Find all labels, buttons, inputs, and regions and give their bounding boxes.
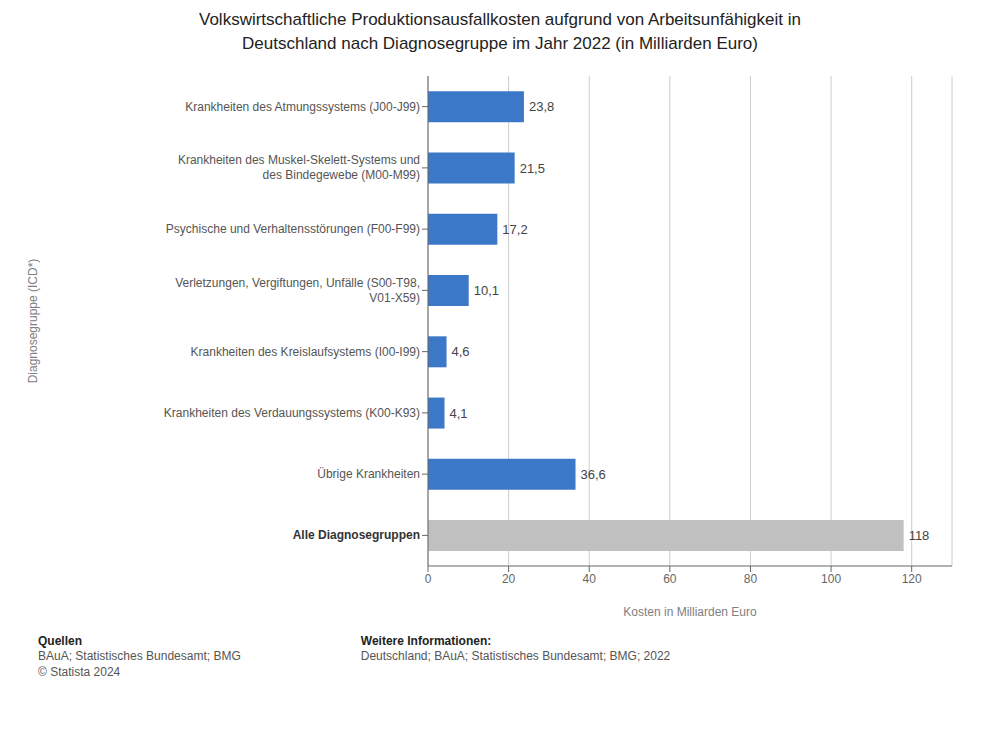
svg-text:23,8: 23,8 xyxy=(529,99,554,114)
svg-text:4,6: 4,6 xyxy=(452,344,470,359)
svg-text:4,1: 4,1 xyxy=(450,405,468,420)
html-text:Deutschland nach Diagnosegrupp: Deutschland nach Diagnosegruppe im Jahr … xyxy=(242,33,758,53)
svg-text:36,6: 36,6 xyxy=(581,467,606,482)
svg-text:17,2: 17,2 xyxy=(502,222,527,237)
svg-text:Übrige Krankheiten: Übrige Krankheiten xyxy=(317,467,420,481)
html-text:Deutschland; BAuA; Statistisch: Deutschland; BAuA; Statistisches Bundesa… xyxy=(360,648,671,663)
html-text:Weitere Informationen:: Weitere Informationen: xyxy=(360,633,492,648)
svg-text:21,5: 21,5 xyxy=(520,160,545,175)
svg-text:0: 0 xyxy=(425,571,432,585)
svg-text:80: 80 xyxy=(744,571,758,585)
svg-text:Krankheiten des Kreislaufsyste: Krankheiten des Kreislaufsystems (I00-I9… xyxy=(191,344,420,358)
svg-text:10,1: 10,1 xyxy=(474,283,499,298)
svg-text:118: 118 xyxy=(909,528,930,543)
svg-text:120: 120 xyxy=(902,571,922,585)
svg-text:Krankheiten des Muskel-Skelett: Krankheiten des Muskel-Skelett-Systems u… xyxy=(178,153,420,182)
svg-text:Kosten in Milliarden Euro: Kosten in Milliarden Euro xyxy=(623,605,757,619)
svg-text:Krankheiten des Atmungssystems: Krankheiten des Atmungssystems (J00-J99) xyxy=(185,99,420,113)
html-text:BAuA; Statistisches Bundesamt;: BAuA; Statistisches Bundesamt; BMG © Sta… xyxy=(38,648,241,680)
html-text:Volkswirtschaftliche Produktio: Volkswirtschaftliche Produktionsausfallk… xyxy=(199,10,801,29)
svg-text:Verletzungen, Vergiftungen, Un: Verletzungen, Vergiftungen, Unfälle (S00… xyxy=(175,275,420,304)
svg-text:40: 40 xyxy=(583,571,597,585)
svg-text:Diagnosegruppe (ICD*): Diagnosegruppe (ICD*) xyxy=(26,258,40,383)
svg-text:Alle Diagnosegruppen: Alle Diagnosegruppen xyxy=(293,528,420,542)
svg-text:20: 20 xyxy=(502,571,516,585)
svg-text:100: 100 xyxy=(821,571,841,585)
svg-text:Krankheiten des Verdauungssyst: Krankheiten des Verdauungssystems (K00-K… xyxy=(164,405,420,419)
html-text:Quellen: Quellen xyxy=(38,633,82,648)
svg-text:Psychische und Verhaltensstöru: Psychische und Verhaltensstörungen (F00-… xyxy=(166,222,420,236)
svg-text:60: 60 xyxy=(663,571,677,585)
